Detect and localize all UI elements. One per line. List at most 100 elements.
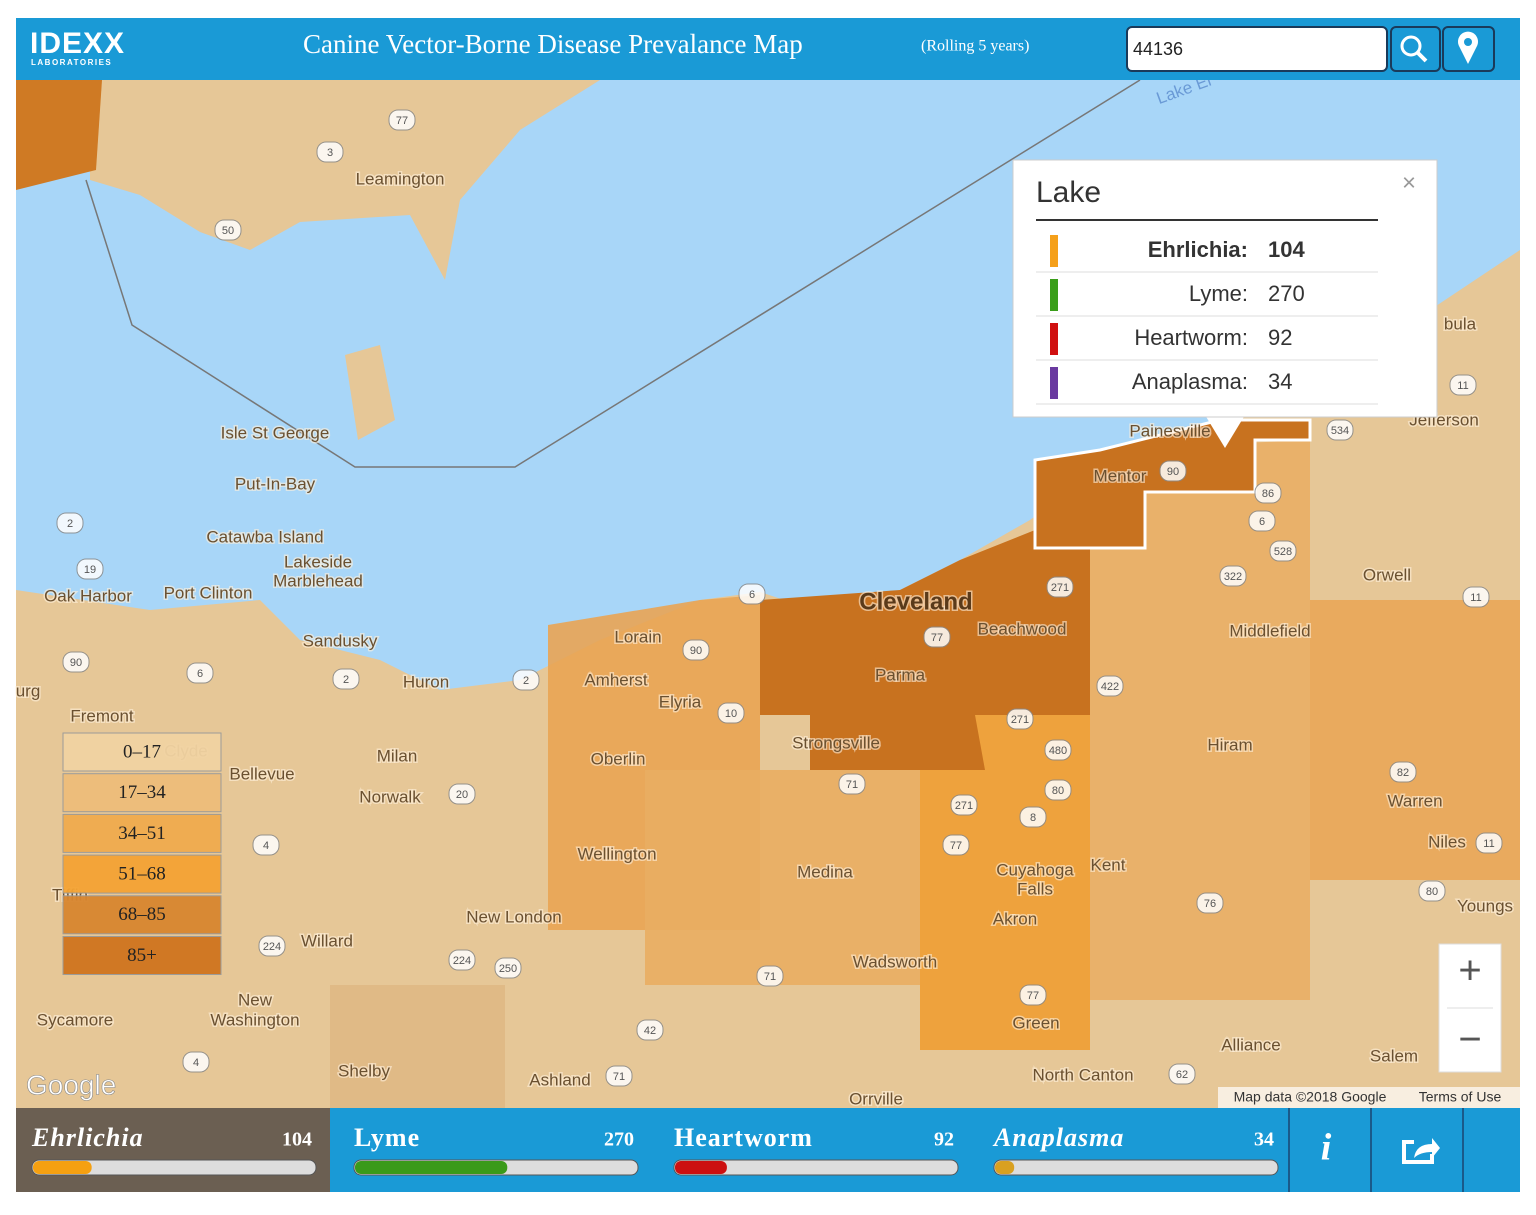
place-label: Shelby	[338, 1061, 390, 1080]
map-data: Map data ©2018 Google	[1234, 1089, 1387, 1105]
county	[645, 770, 920, 985]
tab-value: 270	[604, 1129, 634, 1151]
place-label: Huron	[403, 672, 449, 691]
place-label: Fremont	[70, 706, 134, 725]
row-color	[1050, 279, 1058, 311]
place-label: Hiram	[1207, 735, 1252, 754]
terms[interactable]: Terms of Use	[1419, 1089, 1502, 1105]
popup-pointer	[1205, 415, 1245, 448]
place-label: Falls	[1017, 879, 1053, 898]
shield-number: 77	[396, 115, 408, 127]
search-button[interactable]	[1390, 26, 1441, 72]
place-label: Milan	[377, 746, 418, 765]
shield	[605, 1065, 633, 1087]
google-logo: Google	[26, 1069, 116, 1100]
shield	[1196, 892, 1224, 914]
tab-value: 92	[934, 1129, 954, 1151]
pin-icon	[1464, 38, 1472, 46]
shield-number: 271	[1011, 714, 1029, 726]
info-button[interactable]: i	[1321, 1127, 1332, 1169]
shield-number: 90	[690, 645, 702, 657]
place-label: Port Clinton	[164, 583, 253, 602]
progress-fill	[355, 1161, 508, 1174]
shield-number: 20	[456, 789, 468, 801]
legend-label: 68–85	[118, 904, 166, 925]
shield	[1389, 761, 1417, 783]
logo-sub: LABORATORIES	[31, 58, 112, 67]
place-label: Isle St George	[221, 423, 330, 442]
row-color	[1050, 323, 1058, 355]
search-icon	[1416, 51, 1428, 63]
zoom-in[interactable]: +	[1458, 949, 1481, 993]
popup-close[interactable]: ×	[1402, 169, 1416, 196]
shield-number: 77	[950, 840, 962, 852]
shield	[738, 583, 766, 605]
shield-number: 6	[197, 668, 203, 680]
shield	[1269, 540, 1297, 562]
place-label: New	[238, 990, 273, 1009]
shield-number: 71	[613, 1071, 625, 1083]
place-label: New London	[466, 907, 561, 926]
shield	[494, 957, 522, 979]
tab[interactable]	[978, 1108, 1290, 1192]
zoom-out[interactable]: −	[1458, 1018, 1481, 1062]
legend-swatch	[62, 773, 222, 813]
shield-number: 77	[1027, 990, 1039, 1002]
tab-name: Anaplasma	[992, 1123, 1124, 1152]
place-label: Lakeside	[284, 552, 352, 571]
shield	[448, 949, 476, 971]
shield	[1462, 586, 1490, 608]
place-label: Cleveland	[859, 588, 972, 615]
row-label: Anaplasma:	[1132, 369, 1248, 394]
shield	[76, 558, 104, 580]
shield-number: 2	[67, 518, 73, 530]
place-label: Middlefield	[1229, 621, 1310, 640]
shield-number: 42	[644, 1025, 656, 1037]
shield-number: 6	[1259, 516, 1265, 528]
place-label: Warren	[1387, 791, 1442, 810]
shield	[56, 512, 84, 534]
shield-number: 82	[1397, 767, 1409, 779]
shield-number: 11	[1483, 838, 1494, 850]
shield	[636, 1019, 664, 1041]
row-value: 34	[1268, 369, 1292, 394]
tab[interactable]	[658, 1108, 970, 1192]
tab-value: 104	[282, 1129, 312, 1151]
place-label: Salem	[1370, 1046, 1418, 1065]
shield-number: 86	[1262, 488, 1274, 500]
place-label: Bellevue	[229, 764, 294, 783]
progress-track	[31, 1159, 317, 1176]
shield	[512, 669, 540, 691]
subtitle: (Rolling 5 years)	[921, 38, 1029, 55]
place-label: Kent	[1091, 855, 1126, 874]
shield	[1248, 510, 1276, 532]
tab-value: 34	[1254, 1129, 1274, 1151]
shield-number: 271	[1051, 582, 1069, 594]
shield	[942, 834, 970, 856]
shield-number: 90	[1167, 466, 1179, 478]
shield-number: 480	[1049, 745, 1067, 757]
shield	[1159, 460, 1187, 482]
row-color	[1050, 235, 1058, 267]
shield-number: 250	[499, 963, 517, 975]
shield	[258, 935, 286, 957]
shield	[717, 702, 745, 724]
tab[interactable]	[338, 1108, 650, 1192]
shield	[62, 651, 90, 673]
shield	[1168, 1063, 1196, 1085]
place-label: North Canton	[1032, 1065, 1133, 1084]
place-label: Cuyahoga	[996, 860, 1074, 879]
shield-number: 4	[263, 840, 269, 852]
row-label: Ehrlichia:	[1148, 237, 1248, 262]
shield	[923, 626, 951, 648]
legend-swatch	[62, 895, 222, 935]
share-button[interactable]	[1402, 1138, 1440, 1164]
place-label: Green	[1012, 1013, 1059, 1032]
shield-number: 80	[1052, 785, 1064, 797]
shield-number: 77	[931, 632, 943, 644]
shield	[332, 668, 360, 690]
place-label: Oak Harbor	[44, 586, 132, 605]
tab[interactable]	[16, 1108, 330, 1192]
shield	[1044, 739, 1072, 761]
search-box[interactable]	[1126, 26, 1388, 72]
